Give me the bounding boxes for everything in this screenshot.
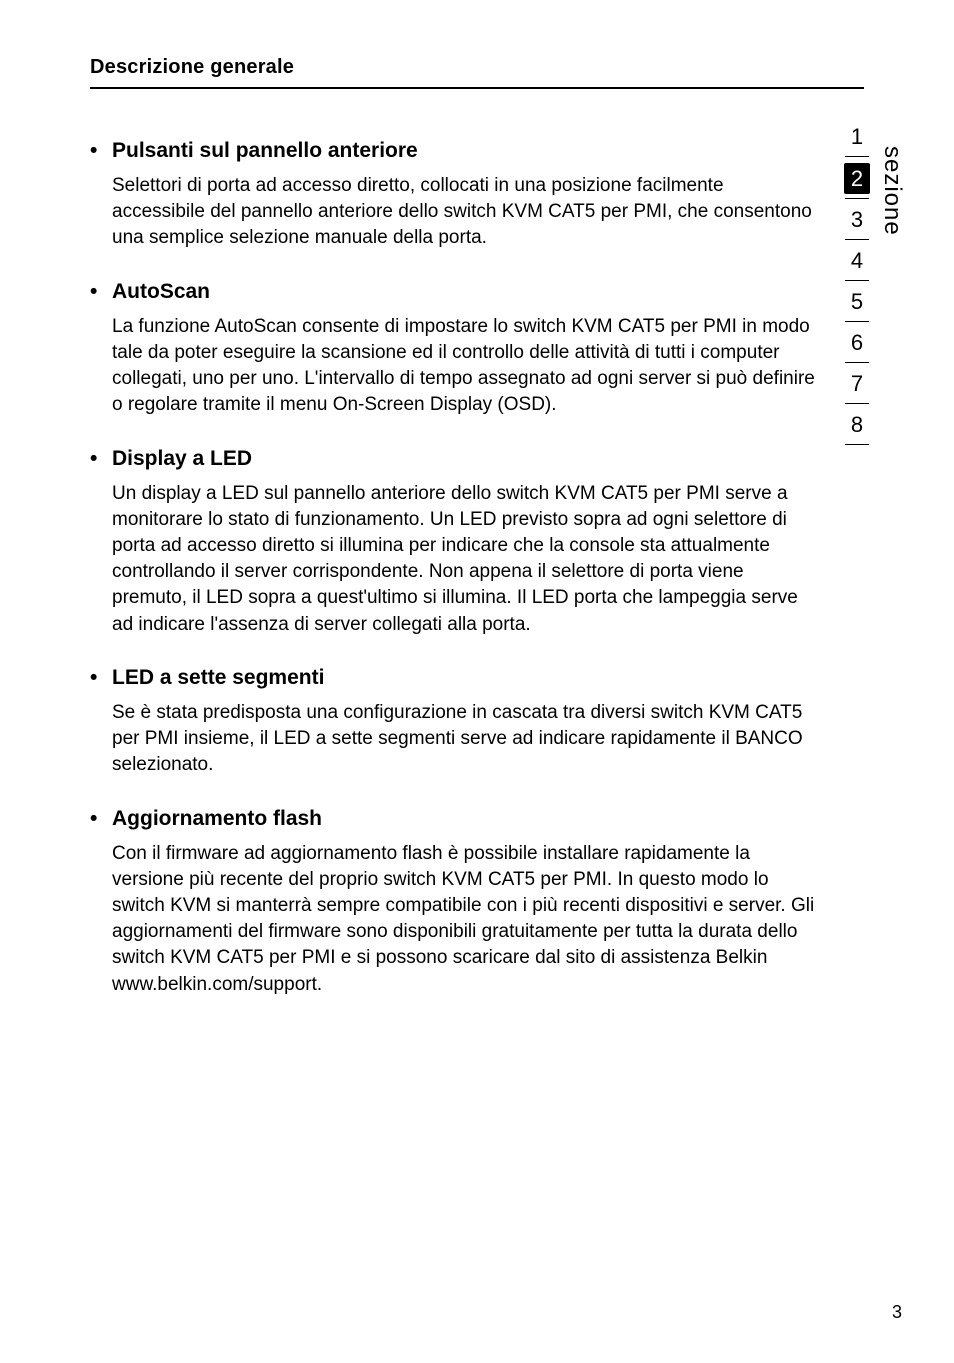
section-body: Selettori di porta ad accesso diretto, c… [90, 173, 820, 252]
section-nav-item-7[interactable]: 7 [851, 363, 863, 403]
section-item: • Display a LED Un display a LED sul pan… [90, 447, 820, 638]
bullet-icon: • [90, 281, 112, 302]
bullet-icon: • [90, 808, 112, 829]
section-nav-item-4[interactable]: 4 [851, 240, 863, 280]
section-nav-item-5[interactable]: 5 [851, 281, 863, 321]
section-nav-label: sezione [878, 146, 906, 236]
bullet-icon: • [90, 667, 112, 688]
section-item: • LED a sette segmenti Se è stata predis… [90, 666, 820, 779]
section-nav-separator [845, 444, 869, 445]
section-nav-item-3[interactable]: 3 [851, 199, 863, 239]
page-header-title: Descrizione generale [90, 56, 864, 79]
section-heading: • AutoScan [90, 280, 820, 304]
section-nav-sidebar: 1 2 3 4 5 6 7 8 sezione [844, 116, 904, 445]
page: Descrizione generale • Pulsanti sul pann… [0, 0, 954, 1363]
section-heading-text: Display a LED [112, 447, 252, 471]
bullet-icon: • [90, 448, 112, 469]
section-body: Un display a LED sul pannello anteriore … [90, 481, 820, 638]
section-nav-item-2[interactable]: 2 [844, 163, 870, 194]
bullet-icon: • [90, 140, 112, 161]
section-body: Con il firmware ad aggiornamento flash è… [90, 841, 820, 998]
section-heading-text: Aggiornamento flash [112, 807, 322, 831]
section-item: • AutoScan La funzione AutoScan consente… [90, 280, 820, 419]
section-heading: • Display a LED [90, 447, 820, 471]
section-body: La funzione AutoScan consente di imposta… [90, 314, 820, 419]
page-number: 3 [892, 1302, 902, 1323]
section-heading: • Pulsanti sul pannello anteriore [90, 139, 820, 163]
section-nav-numbers: 1 2 3 4 5 6 7 8 [844, 116, 870, 445]
section-heading: • LED a sette segmenti [90, 666, 820, 690]
section-nav-item-1[interactable]: 1 [851, 116, 863, 156]
section-nav-item-6[interactable]: 6 [851, 322, 863, 362]
section-heading-text: Pulsanti sul pannello anteriore [112, 139, 418, 163]
section-item: • Aggiornamento flash Con il firmware ad… [90, 807, 820, 998]
section-nav-separator [845, 156, 869, 157]
section-nav-item-8[interactable]: 8 [851, 404, 863, 444]
section-item: • Pulsanti sul pannello anteriore Selett… [90, 139, 820, 252]
section-body: Se è stata predisposta una configurazion… [90, 700, 820, 779]
section-heading-text: AutoScan [112, 280, 210, 304]
content-area: • Pulsanti sul pannello anteriore Selett… [90, 139, 820, 998]
section-heading: • Aggiornamento flash [90, 807, 820, 831]
header-rule [90, 87, 864, 89]
section-heading-text: LED a sette segmenti [112, 666, 324, 690]
